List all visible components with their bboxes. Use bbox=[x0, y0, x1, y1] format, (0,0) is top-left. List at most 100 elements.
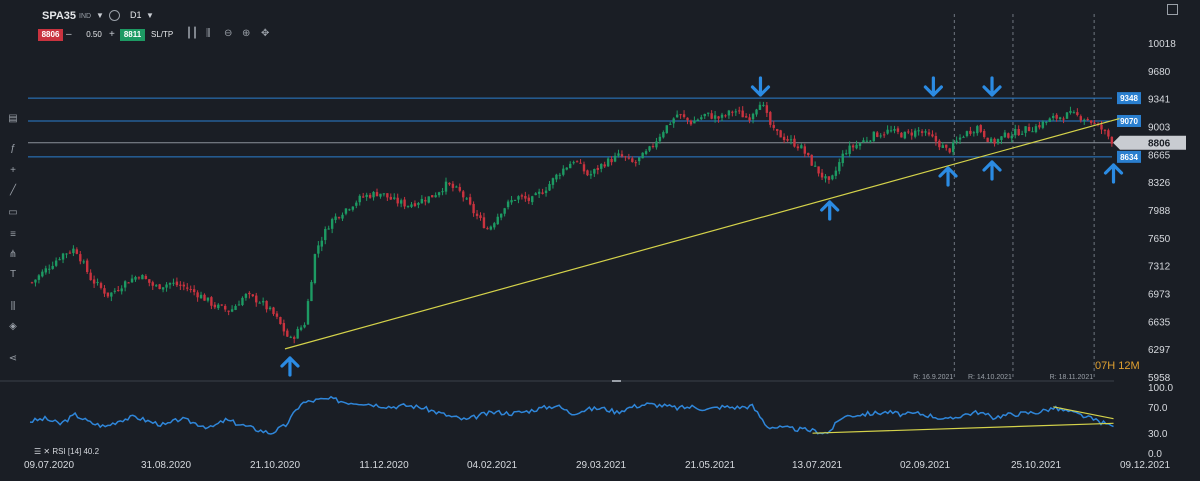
candle-body bbox=[734, 111, 737, 113]
candle-body bbox=[34, 279, 37, 283]
candle-body bbox=[803, 146, 806, 154]
sl-tp-button[interactable]: SL/TP bbox=[151, 30, 174, 39]
rsi-trendline bbox=[812, 422, 1114, 434]
candle-body bbox=[710, 113, 713, 119]
volume-decrease-button[interactable]: – bbox=[66, 29, 72, 40]
candle-body bbox=[293, 337, 296, 339]
symbol-name[interactable]: SPA35 bbox=[42, 10, 77, 22]
candle-body bbox=[858, 142, 862, 146]
candle-body bbox=[234, 306, 237, 310]
candle-body bbox=[330, 219, 334, 229]
candle-body bbox=[869, 140, 872, 142]
symbol-dropdown-icon[interactable]: ▼ bbox=[96, 11, 104, 20]
line-tool-icon[interactable]: ╱ bbox=[9, 185, 17, 196]
indicators-icon[interactable]: ⫼ bbox=[206, 28, 211, 39]
y-tick-label: 8665 bbox=[1148, 150, 1171, 161]
candle-body bbox=[1017, 129, 1020, 136]
zoom-in-icon[interactable]: ⊕ bbox=[242, 28, 251, 39]
volume-value[interactable]: 0.50 bbox=[86, 30, 102, 39]
candle-body bbox=[389, 196, 392, 200]
candle-body bbox=[210, 297, 213, 306]
candle-body bbox=[393, 197, 396, 199]
buy-price-button[interactable]: 8811 bbox=[120, 29, 145, 41]
move-icon[interactable]: ✥ bbox=[261, 28, 270, 39]
candle-body bbox=[1020, 133, 1024, 135]
candle-body bbox=[161, 287, 165, 290]
zoom-out-icon[interactable]: ⊖ bbox=[224, 28, 233, 39]
candle-body bbox=[144, 276, 148, 279]
candle-body bbox=[224, 305, 227, 310]
candle-body bbox=[472, 203, 475, 214]
candle-body bbox=[189, 288, 192, 290]
magnet-icon[interactable]: ⫼ bbox=[10, 301, 16, 312]
timeframe-selector[interactable]: D1 bbox=[130, 10, 142, 20]
layers-icon[interactable]: ◈ bbox=[9, 321, 17, 332]
candle-body bbox=[789, 139, 793, 141]
pitchfork-tool-icon[interactable]: ⋔ bbox=[8, 249, 18, 260]
candle-body bbox=[731, 111, 734, 113]
candle-body bbox=[969, 130, 972, 134]
candle-body bbox=[544, 190, 548, 194]
candle-body bbox=[658, 136, 662, 142]
candle-body bbox=[1052, 115, 1055, 119]
rsi-settings-icon[interactable]: ☰ ✕ bbox=[34, 447, 51, 456]
candles-group bbox=[30, 101, 1114, 344]
candle-body bbox=[865, 140, 869, 142]
vertical-marker-label: R: 14.10.2021 bbox=[968, 374, 1012, 381]
candle-body bbox=[296, 329, 299, 339]
symbol-type: IND bbox=[79, 13, 92, 20]
candle-body bbox=[255, 295, 258, 303]
x-tick-label: 29.03.2021 bbox=[576, 460, 626, 471]
candle-body bbox=[717, 116, 720, 119]
volume-increase-button[interactable]: + bbox=[109, 29, 115, 40]
candle-body bbox=[862, 140, 865, 143]
candle-body bbox=[486, 228, 489, 230]
function-icon[interactable]: ƒ bbox=[10, 143, 16, 154]
candle-body bbox=[686, 117, 689, 121]
candle-body bbox=[327, 228, 330, 230]
rsi-indicator-label[interactable]: ☰ ✕ RSI [14] 40.2 bbox=[34, 447, 99, 456]
candle-body bbox=[82, 261, 85, 263]
candle-body bbox=[751, 113, 755, 120]
x-tick-label: 21.05.2021 bbox=[685, 460, 735, 471]
arrow-up-shape bbox=[820, 200, 840, 221]
y-tick-label: 7650 bbox=[1148, 234, 1171, 245]
candle-body bbox=[896, 128, 900, 132]
support-trendline bbox=[284, 117, 1120, 350]
candles-type-icon[interactable]: ┃┃ bbox=[186, 28, 199, 39]
candle-body bbox=[117, 290, 120, 292]
candle-body bbox=[213, 304, 217, 308]
candle-body bbox=[265, 300, 268, 310]
candle-body bbox=[61, 253, 65, 260]
maximize-icon[interactable] bbox=[1167, 4, 1178, 15]
candle-body bbox=[655, 141, 658, 148]
clock-icon[interactable] bbox=[109, 10, 120, 21]
sell-price-button[interactable]: 8806 bbox=[38, 29, 63, 41]
candle-body bbox=[524, 195, 527, 199]
share-icon[interactable]: ⋖ bbox=[8, 353, 18, 364]
candle-body bbox=[720, 114, 724, 118]
bar-countdown: 07H 12M bbox=[1095, 360, 1140, 372]
candle-body bbox=[155, 285, 158, 287]
y-tick-label: 9003 bbox=[1148, 123, 1171, 134]
timeframe-dropdown-icon[interactable]: ▼ bbox=[146, 11, 154, 20]
candle-body bbox=[406, 205, 410, 207]
x-tick-label: 09.07.2020 bbox=[24, 460, 74, 471]
candle-body bbox=[344, 208, 348, 214]
candle-body bbox=[876, 132, 879, 137]
candle-body bbox=[151, 282, 154, 286]
rectangle-tool-icon[interactable]: ▭ bbox=[8, 207, 18, 218]
template-icon[interactable]: ▤ bbox=[8, 113, 18, 124]
candle-body bbox=[1007, 133, 1010, 138]
text-tool-icon[interactable]: T bbox=[9, 269, 17, 280]
candle-body bbox=[451, 183, 455, 188]
candle-body bbox=[741, 110, 744, 118]
candle-body bbox=[1034, 126, 1038, 133]
candle-body bbox=[437, 192, 441, 196]
candle-body bbox=[434, 195, 437, 198]
fibonacci-tool-icon[interactable]: ≡ bbox=[10, 229, 16, 240]
candle-body bbox=[924, 131, 927, 133]
crosshair-icon[interactable]: + bbox=[10, 165, 16, 176]
candle-body bbox=[641, 152, 644, 159]
